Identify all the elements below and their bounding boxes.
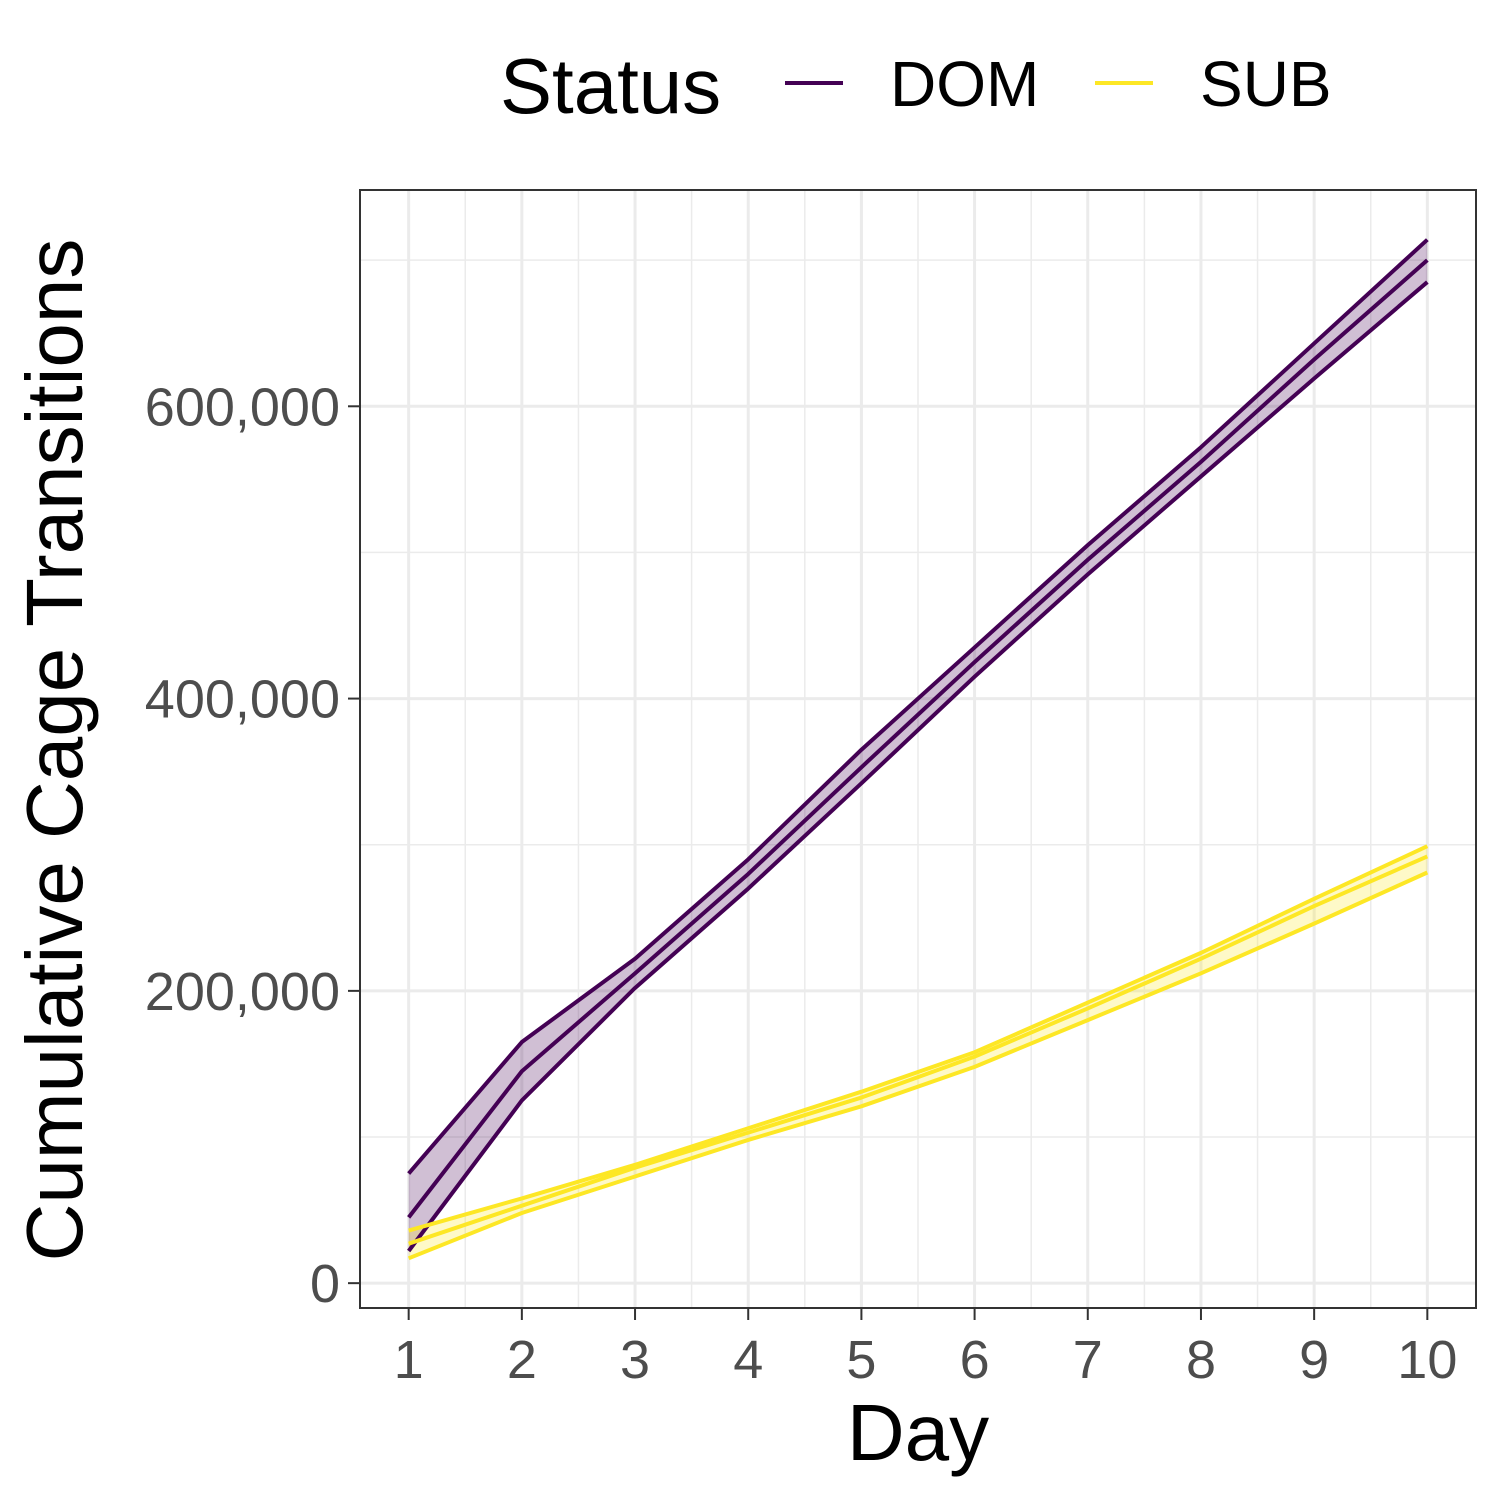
x-tick-label: 9 <box>1299 1330 1329 1390</box>
x-tick-label: 4 <box>733 1330 763 1390</box>
x-tick-label: 5 <box>846 1330 876 1390</box>
line-dom-mean <box>407 258 1429 1219</box>
legend-label-dom: DOM <box>890 48 1039 120</box>
line-sub-lower <box>407 870 1429 1261</box>
x-tick-label: 2 <box>507 1330 537 1390</box>
x-tick-label: 10 <box>1397 1330 1457 1390</box>
x-tick-label: 1 <box>394 1330 424 1390</box>
y-axis-title: Cumulative Cage Transitions <box>10 239 99 1262</box>
line-sub-mean <box>408 854 1429 1246</box>
line-sub-upper <box>408 844 1429 1233</box>
y-tick-label: 200,000 <box>145 962 340 1022</box>
y-tick-label: 0 <box>310 1254 340 1314</box>
line-dom-lower <box>407 280 1429 1253</box>
x-tick-label: 7 <box>1073 1330 1103 1390</box>
x-tick-label: 8 <box>1186 1330 1216 1390</box>
x-tick-label: 3 <box>620 1330 650 1390</box>
plot-border <box>359 189 1477 1309</box>
x-axis-title: Day <box>847 1388 989 1477</box>
legend: Status DOM SUB <box>500 42 1332 130</box>
y-tick-label: 600,000 <box>145 377 340 437</box>
series-lines <box>407 238 1429 1261</box>
line-dom-upper <box>407 238 1429 1175</box>
y-axis: 0 200,000 400,000 600,000 <box>145 377 360 1314</box>
ribbon-dom <box>408 239 1428 1252</box>
y-tick-label: 400,000 <box>145 670 340 730</box>
x-axis: 1 2 3 4 5 6 7 8 9 10 <box>394 1308 1457 1390</box>
x-tick-label: 6 <box>960 1330 990 1390</box>
legend-title: Status <box>500 42 721 130</box>
legend-label-sub: SUB <box>1200 48 1332 120</box>
